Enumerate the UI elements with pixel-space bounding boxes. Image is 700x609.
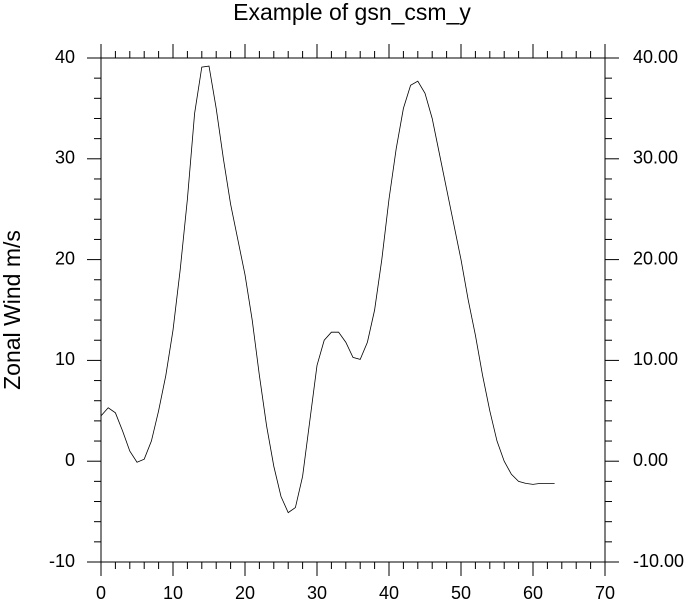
x-tick-label: 20 bbox=[235, 583, 255, 603]
plot-frame bbox=[100, 57, 606, 563]
y2-tick-label: 20.00 bbox=[633, 248, 678, 268]
x-tick-label: 70 bbox=[595, 583, 615, 603]
y2-tick-label: 40.00 bbox=[633, 47, 678, 67]
y-tick-label: 40 bbox=[55, 47, 75, 67]
y-tick-label: 20 bbox=[55, 248, 75, 268]
y2-tick-label: 0.00 bbox=[633, 450, 668, 470]
x-tick-label: 50 bbox=[451, 583, 471, 603]
x-tick-label: 60 bbox=[523, 583, 543, 603]
y-tick-label: -10 bbox=[49, 551, 75, 571]
chart-title: Example of gsn_csm_y bbox=[233, 0, 471, 25]
y-tick-label: 30 bbox=[55, 148, 75, 168]
y-tick-label: 10 bbox=[55, 349, 75, 369]
y-tick-label: 0 bbox=[65, 450, 75, 470]
y2-tick-label: 30.00 bbox=[633, 148, 678, 168]
y2-tick-label: -10.00 bbox=[633, 551, 684, 571]
data-line bbox=[100, 65, 555, 514]
x-tick-label: 40 bbox=[379, 583, 399, 603]
x-tick-label: 30 bbox=[307, 583, 327, 603]
x-tick-label: 0 bbox=[96, 583, 106, 603]
y2-tick-label: 10.00 bbox=[633, 349, 678, 369]
x-tick-label: 10 bbox=[163, 583, 183, 603]
y-axis-label: Zonal Wind m/s bbox=[0, 230, 25, 390]
